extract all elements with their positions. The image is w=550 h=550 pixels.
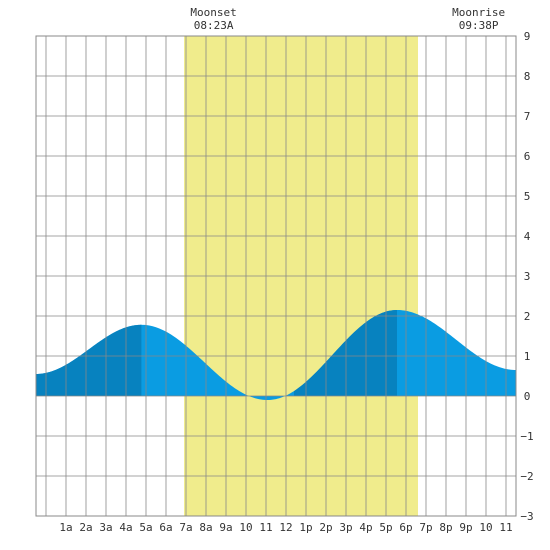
- x-tick-label: 7p: [419, 521, 432, 534]
- x-tick-label: 10: [239, 521, 252, 534]
- x-tick-label: 3a: [99, 521, 112, 534]
- x-tick-label: 2a: [79, 521, 92, 534]
- y-tick-label: −2: [520, 470, 533, 483]
- x-tick-label: 10: [479, 521, 492, 534]
- y-tick-label: −1: [520, 430, 533, 443]
- x-tick-label: 11: [259, 521, 272, 534]
- moonset-title: Moonset: [190, 6, 236, 19]
- x-tick-label: 7a: [179, 521, 192, 534]
- y-tick-label: 9: [524, 30, 531, 43]
- x-tick-label: 1a: [59, 521, 72, 534]
- x-tick-label: 4a: [119, 521, 132, 534]
- x-tick-label: 5p: [379, 521, 392, 534]
- x-tick-label: 9p: [459, 521, 472, 534]
- y-tick-label: 6: [524, 150, 531, 163]
- x-tick-label: 1p: [299, 521, 312, 534]
- moonset-time: 08:23A: [194, 19, 234, 32]
- y-tick-label: 2: [524, 310, 531, 323]
- x-tick-label: 6a: [159, 521, 172, 534]
- y-tick-label: −3: [520, 510, 533, 523]
- x-tick-label: 3p: [339, 521, 352, 534]
- tide-dark-band: [294, 310, 397, 396]
- x-tick-label: 8a: [199, 521, 212, 534]
- x-tick-label: 4p: [359, 521, 372, 534]
- moonrise-title: Moonrise: [452, 6, 505, 19]
- y-tick-label: 8: [524, 70, 531, 83]
- y-tick-label: 3: [524, 270, 531, 283]
- plot-frame: [35, 35, 517, 517]
- y-tick-label: 4: [524, 230, 531, 243]
- tide-dark-band: [36, 324, 142, 396]
- y-tick-label: 0: [524, 390, 531, 403]
- x-tick-label: 2p: [319, 521, 332, 534]
- x-tick-label: 9a: [219, 521, 232, 534]
- x-tick-label: 5a: [139, 521, 152, 534]
- x-tick-label: 6p: [399, 521, 412, 534]
- y-tick-label: 7: [524, 110, 531, 123]
- x-tick-label: 8p: [439, 521, 452, 534]
- moonrise-time: 09:38P: [459, 19, 499, 32]
- x-tick-label: 12: [279, 521, 292, 534]
- x-tick-label: 11: [499, 521, 512, 534]
- y-tick-label: 1: [524, 350, 531, 363]
- y-tick-label: 5: [524, 190, 531, 203]
